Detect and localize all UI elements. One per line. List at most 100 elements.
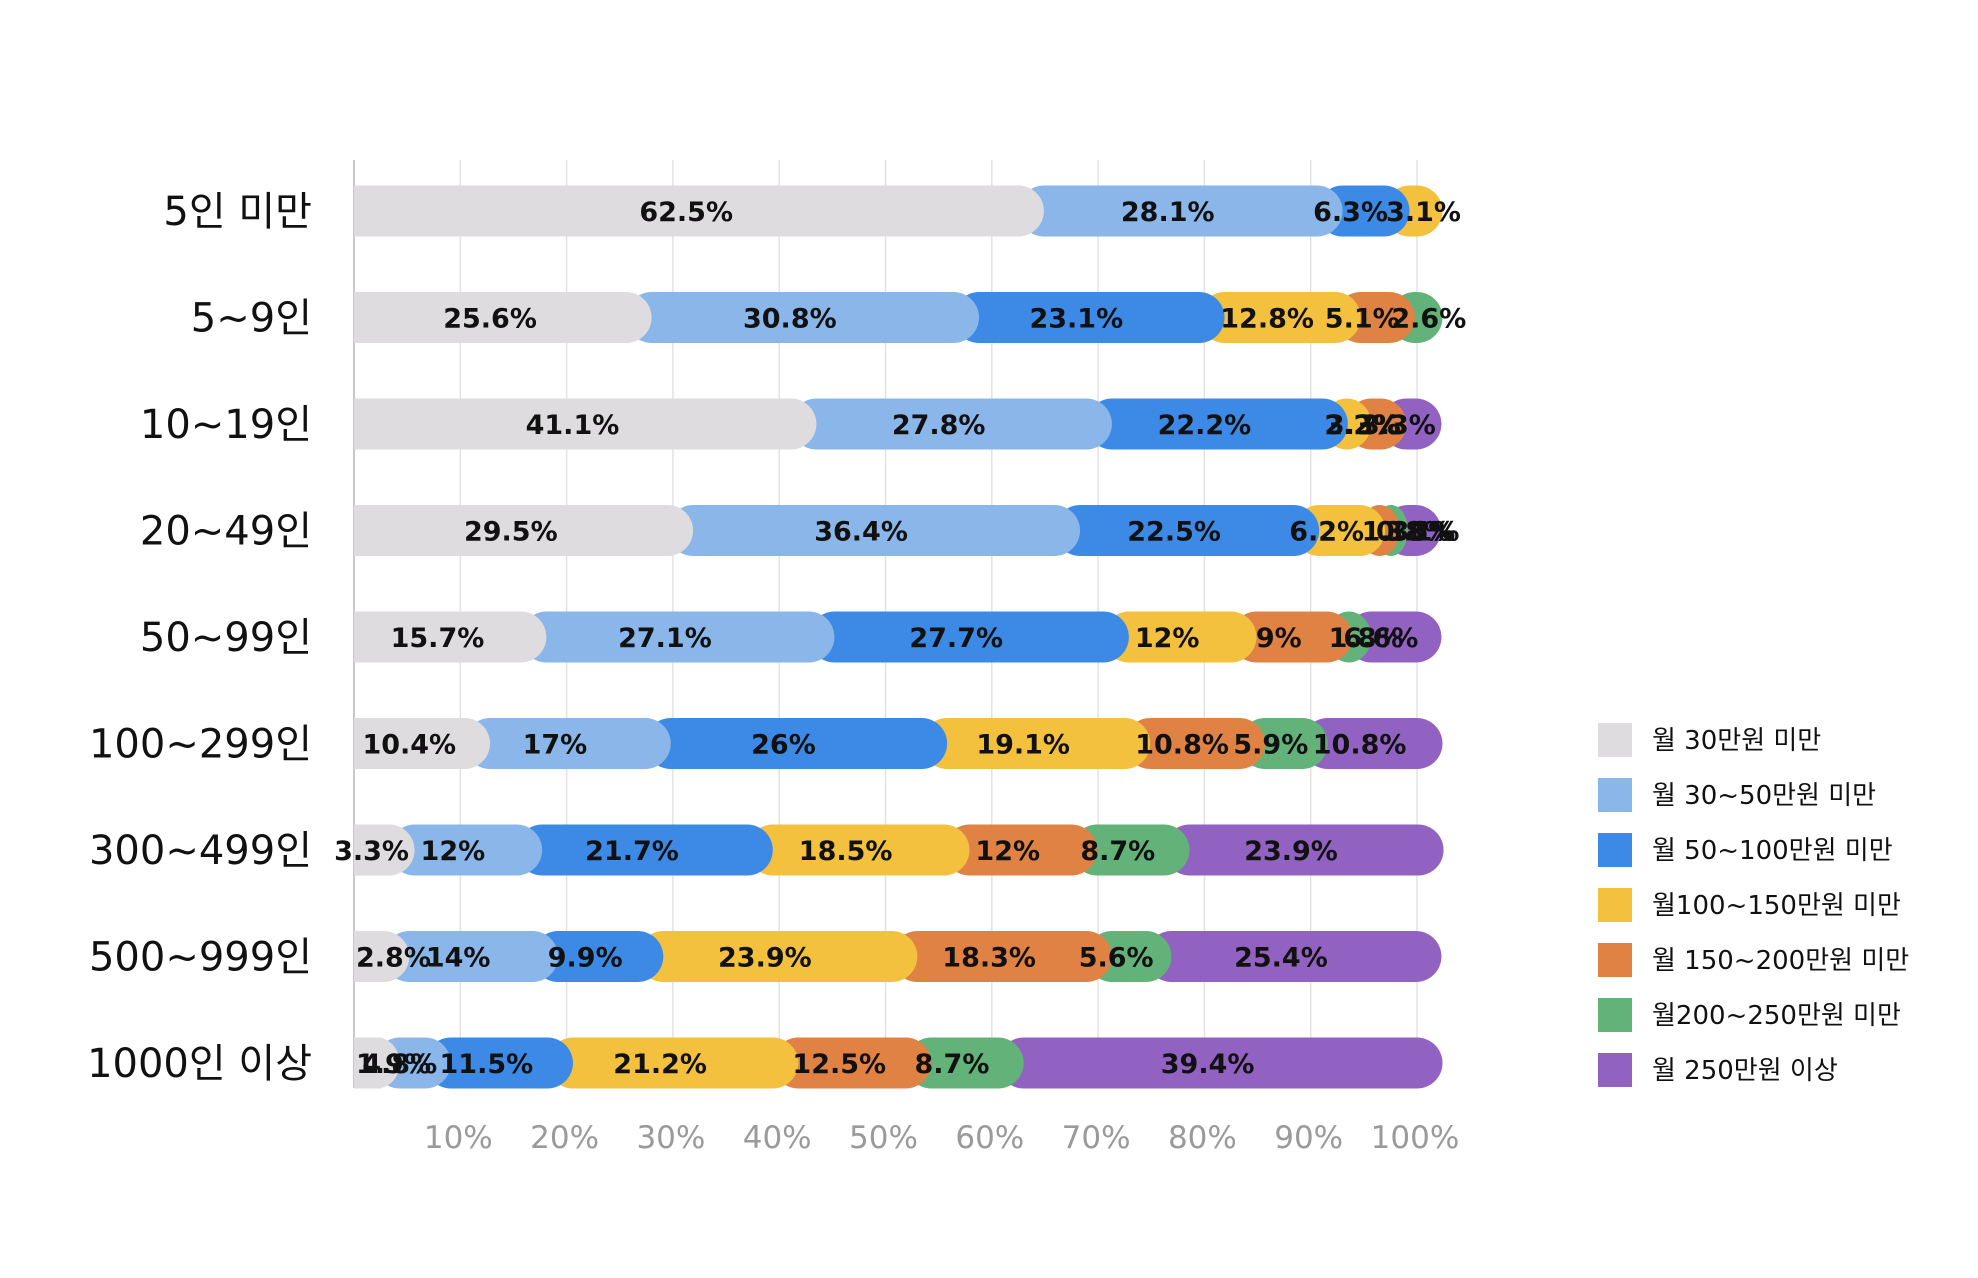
legend-swatch bbox=[1598, 998, 1632, 1032]
bar-segment bbox=[425, 1037, 573, 1089]
category-label: 20~49인 bbox=[140, 509, 312, 555]
data-label: 27.8% bbox=[892, 410, 986, 441]
bar-segment bbox=[1199, 292, 1361, 343]
x-tick-label: 100% bbox=[1371, 1120, 1460, 1156]
bar-segment bbox=[383, 931, 559, 982]
bar-segment bbox=[1103, 611, 1257, 663]
data-label: 12.5% bbox=[792, 1049, 886, 1080]
data-label: 3.1% bbox=[1385, 517, 1460, 548]
data-label: 12% bbox=[421, 836, 486, 867]
data-label: 3.1% bbox=[1386, 197, 1461, 228]
legend-label: 월100~150만원 미만 bbox=[1652, 891, 1901, 921]
bar-segment bbox=[1164, 824, 1444, 876]
data-label: 10.4% bbox=[362, 730, 456, 761]
data-label: 26% bbox=[751, 730, 816, 761]
data-label: 18.3% bbox=[942, 943, 1036, 974]
bar-segment-start bbox=[354, 931, 382, 982]
data-label: 27.1% bbox=[618, 623, 712, 654]
legend: 월 30만원 미만월 30~50만원 미만월 50~100만원 미만월100~1… bbox=[1598, 723, 1909, 1087]
data-label: 1.36% bbox=[1362, 517, 1456, 548]
data-label: 22.2% bbox=[1158, 410, 1252, 441]
data-label: 2.8% bbox=[356, 943, 431, 974]
bar-segment bbox=[790, 398, 1112, 450]
bar-segment-start bbox=[354, 824, 382, 876]
bar-segment bbox=[645, 718, 948, 769]
data-label: 17% bbox=[523, 730, 588, 761]
data-label: 1.9% bbox=[356, 1049, 431, 1080]
bar-segment bbox=[1293, 505, 1386, 556]
bar-segment bbox=[464, 718, 671, 769]
x-axis-ticks: 10% 20% 30% 40% 50% 60% 70% 80% 90% 100% bbox=[424, 1120, 1459, 1156]
bar-segment bbox=[1145, 931, 1442, 982]
data-label: 2.2% bbox=[1324, 410, 1399, 441]
category-label: 500~999인 bbox=[89, 935, 312, 981]
data-label: 12% bbox=[1135, 623, 1200, 654]
bar-segment-start bbox=[354, 1037, 382, 1089]
bar-segment-start bbox=[354, 611, 382, 663]
bar-segment bbox=[747, 824, 970, 876]
x-tick-label: 10% bbox=[424, 1120, 493, 1156]
bar-segment bbox=[891, 931, 1112, 982]
legend-swatch bbox=[1598, 778, 1632, 812]
data-label: 21.2% bbox=[613, 1049, 707, 1080]
bar-segment bbox=[547, 1037, 799, 1089]
bar-segment bbox=[516, 824, 773, 876]
data-label: 8.7% bbox=[914, 1049, 989, 1080]
bar-segment bbox=[354, 292, 652, 343]
legend-label: 월 30만원 미만 bbox=[1652, 726, 1821, 756]
data-label: 4.8% bbox=[362, 1049, 437, 1080]
category-label: 300~499인 bbox=[89, 828, 312, 874]
legend-swatch bbox=[1598, 1053, 1632, 1087]
data-label: 3.3% bbox=[334, 836, 409, 867]
legend-label: 월 250만원 이상 bbox=[1652, 1056, 1838, 1086]
data-label: 27.7% bbox=[909, 623, 1003, 654]
data-label: 9% bbox=[1256, 623, 1302, 654]
category-label: 5인 미만 bbox=[163, 189, 312, 235]
x-tick-label: 90% bbox=[1274, 1120, 1343, 1156]
bar-segment bbox=[354, 505, 694, 556]
data-label: 23.1% bbox=[1029, 304, 1123, 335]
data-label: 18.5% bbox=[799, 836, 893, 867]
data-label: 0.8% bbox=[1376, 517, 1451, 548]
bar-segment bbox=[667, 505, 1081, 556]
category-label: 100~299인 bbox=[89, 722, 312, 768]
bar-segment-start bbox=[354, 292, 382, 343]
bar-segment bbox=[354, 185, 1044, 237]
bar-segment bbox=[905, 1037, 1024, 1089]
data-label: 23.9% bbox=[1244, 836, 1338, 867]
bar-segment bbox=[520, 611, 835, 663]
bar-segment bbox=[637, 931, 918, 982]
data-label: 25.4% bbox=[1234, 943, 1328, 974]
data-label: 2.6% bbox=[1391, 304, 1466, 335]
legend-swatch bbox=[1598, 943, 1632, 977]
data-label: 12% bbox=[975, 836, 1040, 867]
bar-segment-start bbox=[354, 185, 382, 237]
bar-segment bbox=[1086, 398, 1348, 450]
bars bbox=[354, 185, 1444, 1089]
data-label: 12.8% bbox=[1220, 304, 1314, 335]
data-label: 30.8% bbox=[743, 304, 837, 335]
category-label: 10~19인 bbox=[140, 402, 312, 448]
data-label: 11.5% bbox=[440, 1049, 534, 1080]
data-label: 5.9% bbox=[1233, 730, 1308, 761]
bar-segment bbox=[1230, 611, 1353, 663]
data-label: 5.1% bbox=[1325, 304, 1400, 335]
data-label: 62.5% bbox=[639, 197, 733, 228]
bar-segment bbox=[389, 824, 543, 876]
bar-segment bbox=[532, 931, 664, 982]
bar-segment bbox=[921, 718, 1151, 769]
x-tick-label: 40% bbox=[743, 1120, 812, 1156]
bar-segment bbox=[943, 824, 1098, 876]
data-label: 36.4% bbox=[814, 517, 908, 548]
data-label: 41.1% bbox=[526, 410, 620, 441]
bar-segment bbox=[1302, 718, 1443, 769]
data-label: 15.7% bbox=[391, 623, 485, 654]
data-label: 14% bbox=[426, 943, 491, 974]
legend-swatch bbox=[1598, 833, 1632, 867]
bar-segment bbox=[998, 1037, 1443, 1089]
data-label: 25.6% bbox=[443, 304, 537, 335]
x-tick-label: 30% bbox=[636, 1120, 705, 1156]
x-tick-label: 50% bbox=[849, 1120, 918, 1156]
bar-segment-start bbox=[354, 505, 382, 556]
